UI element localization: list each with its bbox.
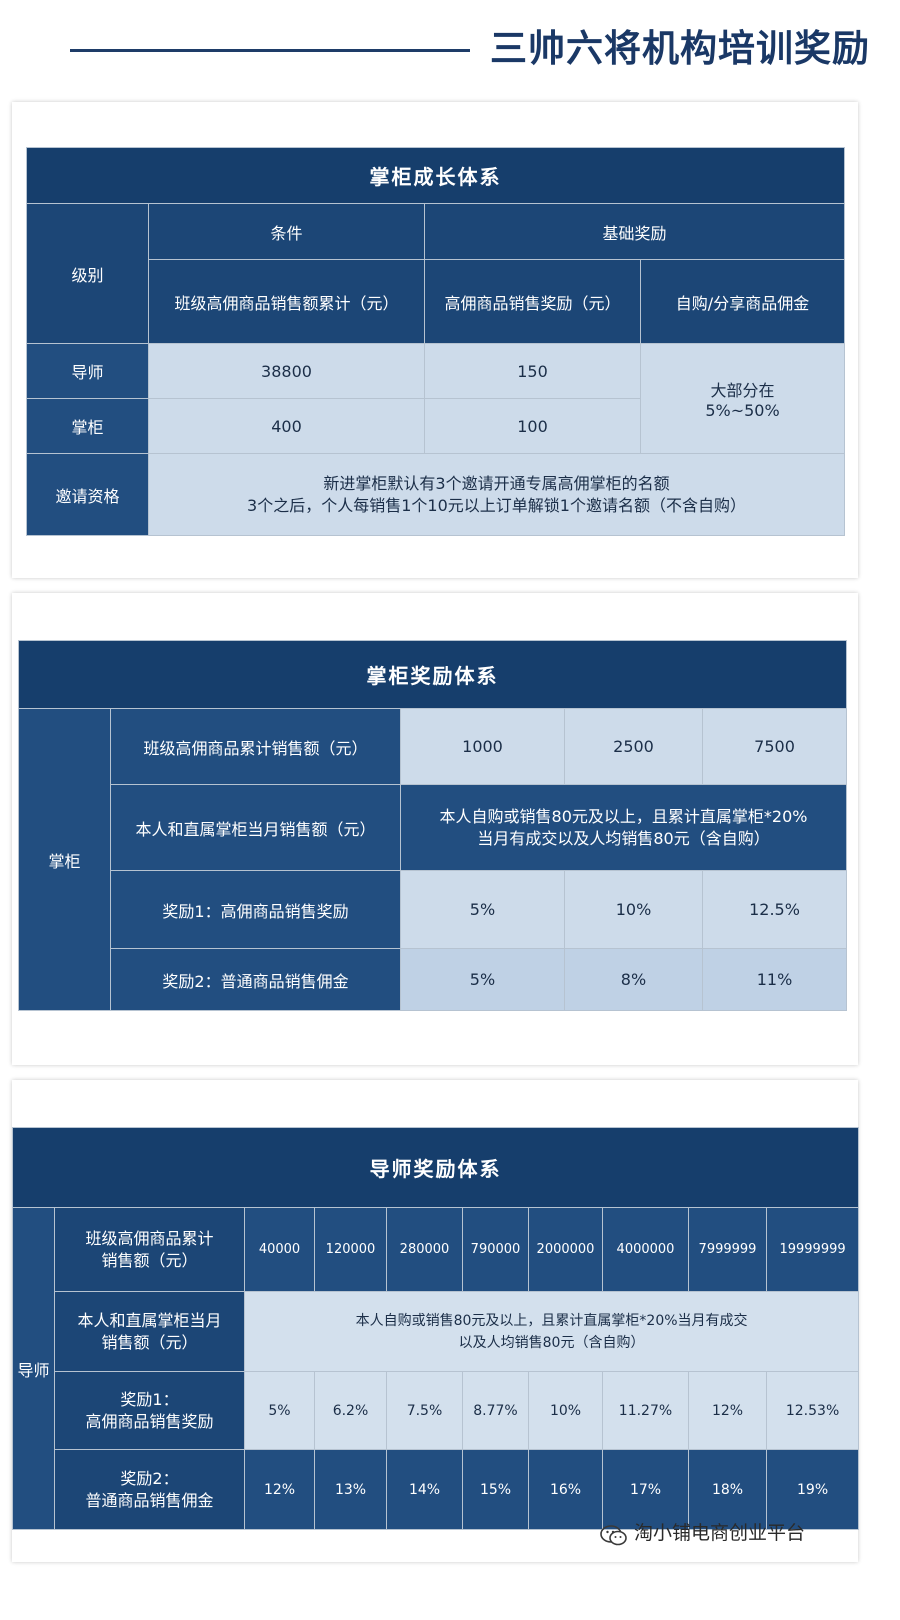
row-label-line2: 普通商品销售佣金 <box>85 1490 214 1510</box>
level-cell: 掌柜 <box>26 398 149 454</box>
level-cell: 导师 <box>26 343 149 399</box>
value-cell: 2000000 <box>528 1207 603 1292</box>
value-cell: 19999999 <box>765 1207 860 1292</box>
table-row: 导师 38800 150 大部分在 5%~50% <box>26 343 845 454</box>
wechat-icon <box>600 1523 628 1545</box>
value-cell: 12% <box>688 1371 767 1450</box>
sales-cell: 38800 <box>148 343 425 399</box>
value-cell: 8% <box>564 948 703 1011</box>
invite-note: 新进掌柜默认有3个邀请开通专属高佣掌柜的名额 3个之后，个人每销售1个10元以上… <box>148 453 845 536</box>
row-label-line1: 班级高佣商品累计 <box>85 1228 214 1248</box>
invite-label: 邀请资格 <box>26 453 149 536</box>
value-cell: 5% <box>400 948 565 1011</box>
table-row: 奖励1：高佣商品销售奖励 5% 10% 12.5% <box>19 870 848 949</box>
value-cell: 4000000 <box>602 1207 689 1292</box>
base-reward-header: 基础奖励 <box>424 203 845 260</box>
row-label: 本人和直属掌柜当月 销售额（元） <box>54 1291 245 1372</box>
value-cell: 790000 <box>462 1207 529 1292</box>
manager-title: 掌柜奖励体系 <box>17 640 848 709</box>
commission-line2: 5%~50% <box>705 401 780 420</box>
value-cell: 15% <box>462 1449 529 1530</box>
row-label-line2: 销售额（元） <box>101 1332 198 1352</box>
table-row: 本人和直属掌柜当月 销售额（元） 本人自购或销售80元及以上，且累计直属掌柜*2… <box>13 1291 860 1372</box>
value-cell: 11.27% <box>602 1371 689 1450</box>
invite-line2: 3个之后，个人每销售1个10元以上订单解锁1个邀请名额（不含自购） <box>247 495 746 515</box>
value-cell: 5% <box>244 1371 315 1450</box>
row-label-line1: 奖励1： <box>120 1389 179 1409</box>
row-label-line1: 本人和直属掌柜当月 <box>77 1310 222 1330</box>
condition-line1: 本人自购或销售80元及以上，且累计直属掌柜*20%当月有成交 <box>355 1312 748 1329</box>
table-row: 本人和直属掌柜当月销售额（元） 本人自购或销售80元及以上，且累计直属掌柜*20… <box>19 784 848 871</box>
value-cell: 10% <box>528 1371 603 1450</box>
row-label: 班级高佣商品累计销售额（元） <box>110 708 401 785</box>
condition-line2: 以及人均销售80元（含自购） <box>458 1334 645 1351</box>
header-rule <box>70 49 470 52</box>
value-cell: 120000 <box>314 1207 387 1292</box>
value-cell: 7.5% <box>386 1371 463 1450</box>
value-cell: 12.53% <box>765 1371 860 1450</box>
table-row: 掌柜 班级高佣商品累计销售额（元） 1000 2500 7500 <box>18 708 848 1011</box>
condition-note: 本人自购或销售80元及以上，且累计直属掌柜*20% 当月有成交以及人均销售80元… <box>399 784 848 871</box>
row-label: 班级高佣商品累计 销售额（元） <box>54 1207 245 1292</box>
col-commission-header: 自购/分享商品佣金 <box>640 259 845 344</box>
mentor-table: 导师奖励体系 导师 班级高佣商品累计 销售额（元） 40000 120000 2… <box>11 1127 860 1530</box>
value-cell: 17% <box>602 1449 689 1530</box>
row-label: 本人和直属掌柜当月销售额（元） <box>110 784 401 871</box>
commission-cell: 大部分在 5%~50% <box>640 343 845 454</box>
value-cell: 40000 <box>244 1207 315 1292</box>
sales-cell: 400 <box>148 398 425 454</box>
manager-side-label: 掌柜 <box>18 708 111 1011</box>
value-cell: 18% <box>688 1449 767 1530</box>
row-label-line2: 高佣商品销售奖励 <box>85 1411 214 1431</box>
value-cell: 10% <box>564 870 703 949</box>
condition-note: 本人自购或销售80元及以上，且累计直属掌柜*20%当月有成交 以及人均销售80元… <box>243 1291 860 1372</box>
commission-line1: 大部分在 <box>710 381 775 400</box>
value-cell: 13% <box>314 1449 387 1530</box>
value-cell: 1000 <box>400 708 565 785</box>
growth-table: 掌柜成长体系 级别 条件 基础奖励 班级高佣商品销售额累计（元） 高佣商品销售奖… <box>26 147 845 536</box>
value-cell: 16% <box>528 1449 603 1530</box>
row-label-line2: 销售额（元） <box>101 1250 198 1270</box>
reward-cell: 100 <box>424 398 641 454</box>
value-cell: 6.2% <box>314 1371 387 1450</box>
growth-title: 掌柜成长体系 <box>26 147 845 204</box>
table-row: 掌柜 400 100 <box>26 398 845 454</box>
value-cell: 2500 <box>564 708 703 785</box>
table-row: 奖励1： 高佣商品销售奖励 5% 6.2% 7.5% 8.77% 10% 11.… <box>13 1371 860 1450</box>
value-cell: 14% <box>386 1449 463 1530</box>
table-row: 奖励2： 普通商品销售佣金 12% 13% 14% 15% 16% 17% 18… <box>13 1449 860 1530</box>
value-cell: 11% <box>701 948 848 1011</box>
value-cell: 7999999 <box>688 1207 767 1292</box>
row-label: 奖励2：普通商品销售佣金 <box>110 948 401 1011</box>
row-label: 奖励2： 普通商品销售佣金 <box>54 1449 245 1530</box>
condition-header: 条件 <box>148 203 425 260</box>
value-cell: 5% <box>400 870 565 949</box>
manager-table: 掌柜奖励体系 掌柜 班级高佣商品累计销售额（元） 1000 2500 7500 … <box>17 640 848 1011</box>
reward-cell: 150 <box>424 343 641 399</box>
mentor-title: 导师奖励体系 <box>11 1127 860 1208</box>
value-cell: 19% <box>765 1449 860 1530</box>
watermark: 淘小铺电商创业平台 <box>600 1515 885 1551</box>
row-label-line1: 奖励2： <box>120 1468 179 1488</box>
condition-line2: 当月有成交以及人均销售80元（含自购） <box>477 828 770 848</box>
col-sales-header: 班级高佣商品销售额累计（元） <box>148 259 425 344</box>
col-reward-header: 高佣商品销售奖励（元） <box>424 259 641 344</box>
invite-line1: 新进掌柜默认有3个邀请开通专属高佣掌柜的名额 <box>323 473 670 493</box>
condition-line1: 本人自购或销售80元及以上，且累计直属掌柜*20% <box>439 806 808 826</box>
value-cell: 12% <box>244 1449 315 1530</box>
value-cell: 12.5% <box>701 870 848 949</box>
table-row: 奖励2：普通商品销售佣金 5% 8% 11% <box>19 948 848 1011</box>
value-cell: 8.77% <box>462 1371 529 1450</box>
table-row: 导师 班级高佣商品累计 销售额（元） 40000 120000 280000 7… <box>12 1207 860 1530</box>
watermark-text: 淘小铺电商创业平台 <box>634 1522 806 1544</box>
value-cell: 7500 <box>701 708 848 785</box>
row-label: 奖励1： 高佣商品销售奖励 <box>54 1371 245 1450</box>
row-label: 奖励1：高佣商品销售奖励 <box>110 870 401 949</box>
level-header: 级别 <box>26 203 149 344</box>
value-cell: 280000 <box>386 1207 463 1292</box>
mentor-side-label: 导师 <box>12 1207 55 1530</box>
page-title: 三帅六将机构培训奖励 <box>490 26 870 70</box>
